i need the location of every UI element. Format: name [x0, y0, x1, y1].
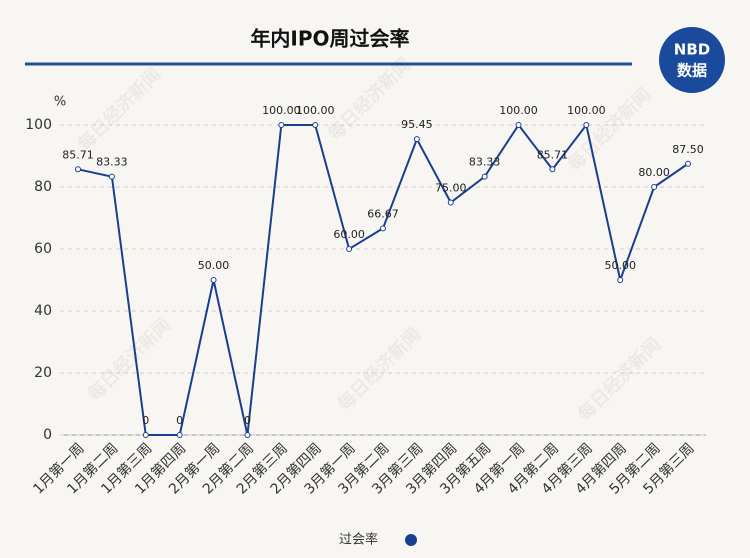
y-tick-label: 40 — [34, 303, 52, 319]
data-label: 85.71 — [62, 148, 94, 161]
data-label: 50.00 — [198, 259, 230, 272]
point — [108, 173, 115, 180]
logo-top: NBD — [674, 41, 710, 59]
y-tick-label: 100 — [25, 117, 52, 133]
point — [651, 184, 658, 190]
point — [346, 246, 353, 252]
data-label: 100.00 — [567, 104, 606, 117]
point — [549, 166, 556, 173]
point — [447, 199, 454, 206]
y-tick-label: 0 — [43, 427, 52, 443]
point — [312, 122, 319, 128]
y-tick-label: 80 — [34, 179, 52, 195]
point — [75, 166, 81, 173]
logo — [659, 27, 725, 93]
point — [380, 225, 386, 232]
data-label: 100.00 — [262, 104, 301, 117]
legend-label: 过会率 — [339, 532, 378, 548]
point — [481, 173, 488, 180]
logo-bottom: 数据 — [677, 62, 707, 80]
point — [244, 432, 251, 438]
point — [515, 122, 522, 128]
data-label: 100.00 — [499, 104, 538, 117]
data-label: 0 — [244, 414, 251, 427]
point — [583, 122, 590, 128]
data-label: 66.67 — [367, 207, 399, 220]
y-tick-label: 20 — [34, 365, 52, 381]
y-unit: % — [54, 95, 66, 110]
data-label: 83.33 — [469, 156, 501, 169]
point — [685, 160, 691, 167]
point — [210, 277, 217, 283]
data-label: 0 — [142, 414, 149, 427]
data-label: 60.00 — [333, 228, 365, 241]
data-label: 0 — [176, 414, 183, 427]
point — [617, 277, 624, 283]
point — [413, 136, 420, 143]
data-label: 87.50 — [672, 143, 704, 156]
data-label: 50.00 — [604, 259, 636, 272]
point — [142, 432, 149, 438]
data-label: 85.71 — [537, 148, 569, 161]
data-label: 75.00 — [435, 182, 467, 195]
point — [278, 122, 285, 128]
point — [176, 432, 183, 438]
data-label: 95.45 — [401, 118, 433, 131]
data-label: 83.33 — [96, 156, 128, 169]
data-label: 80.00 — [638, 166, 670, 179]
data-label: 100.00 — [296, 104, 335, 117]
chart-title: 年内IPO周过会率 — [250, 27, 409, 51]
legend-marker — [405, 534, 417, 546]
y-tick-label: 60 — [34, 241, 52, 257]
